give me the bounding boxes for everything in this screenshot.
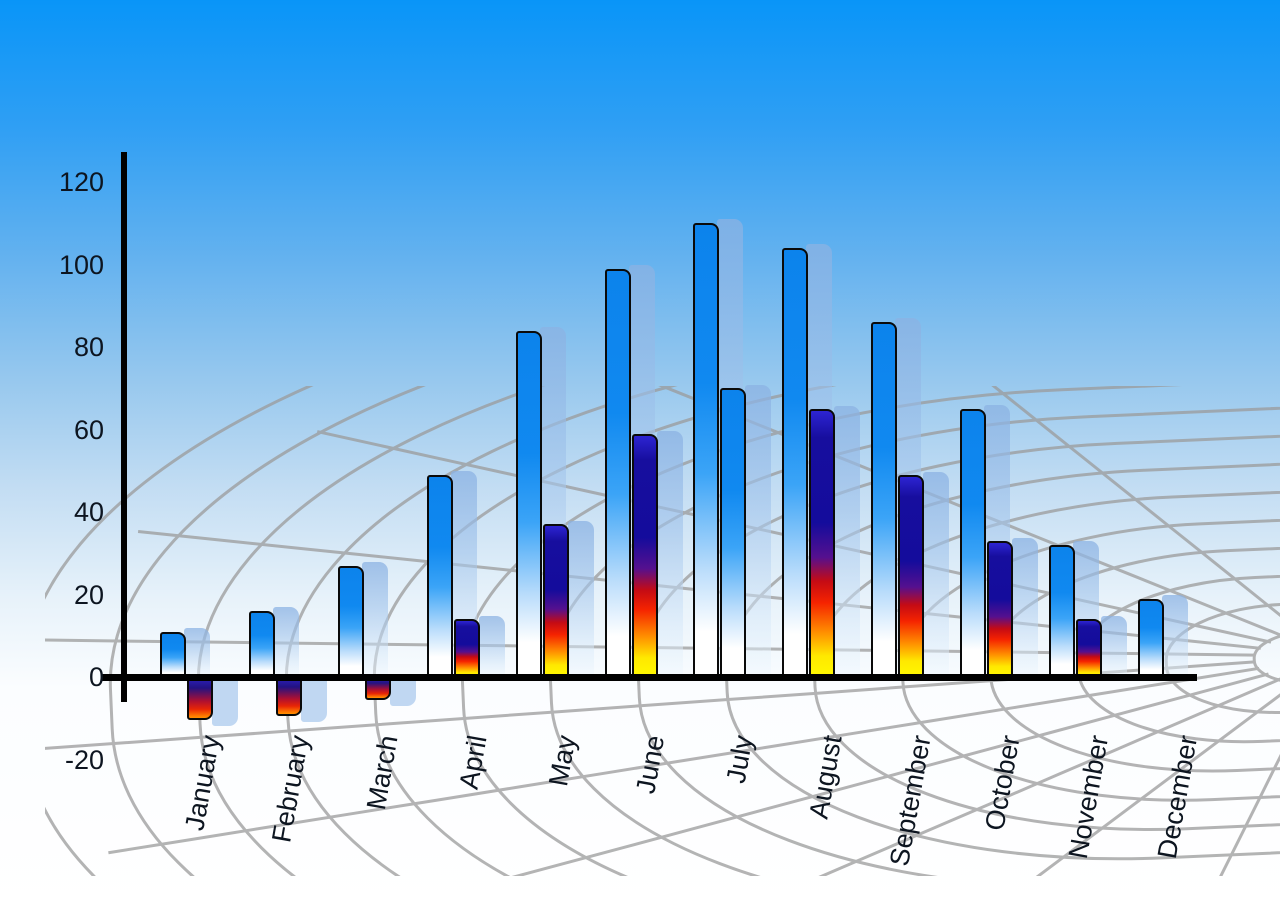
bar-august-series2 — [809, 408, 835, 679]
y-tick-label-80: 80 — [73, 332, 104, 362]
bar-shadow-october-series2 — [1012, 537, 1038, 677]
bar-february-series1 — [249, 611, 275, 679]
bar-september-series1 — [871, 322, 897, 679]
bar-june-series2 — [632, 433, 658, 679]
bar-february-series2 — [276, 676, 302, 717]
bar-january-series1 — [160, 631, 186, 679]
bar-july-series2 — [720, 388, 746, 679]
bar-may-series2 — [543, 524, 569, 679]
bar-shadow-march-series2 — [390, 681, 416, 706]
bar-november-series1 — [1049, 545, 1075, 679]
bar-shadow-may-series2 — [568, 521, 594, 677]
bar-shadow-november-series2 — [1101, 616, 1127, 677]
bar-shadow-january-series1 — [184, 627, 210, 677]
bar-june-series1 — [605, 268, 631, 679]
bar-shadow-january-series2 — [212, 681, 238, 727]
y-tick-label--20: -20 — [64, 744, 104, 775]
y-tick-label-0: 0 — [88, 662, 104, 692]
bar-shadow-august-series2 — [834, 405, 860, 677]
bar-shadow-july-series2 — [745, 385, 771, 677]
y-tick-label-100: 100 — [58, 249, 104, 280]
bar-september-series2 — [898, 474, 924, 679]
bar-april-series1 — [427, 474, 453, 679]
x-axis-line — [102, 674, 1197, 681]
y-tick-label-120: 120 — [58, 167, 104, 197]
bar-shadow-february-series1 — [273, 607, 299, 677]
bar-may-series1 — [516, 330, 542, 679]
bar-august-series1 — [782, 248, 808, 679]
y-tick-label-60: 60 — [73, 414, 104, 445]
bar-shadow-february-series2 — [301, 681, 327, 723]
bar-january-series2 — [187, 676, 213, 721]
y-tick-label-20: 20 — [73, 579, 104, 610]
bar-october-series1 — [960, 408, 986, 679]
bar-october-series2 — [987, 540, 1013, 679]
bar-march-series1 — [338, 565, 364, 679]
bar-april-series2 — [454, 619, 480, 679]
y-axis-line — [121, 152, 127, 702]
bar-july-series1 — [693, 223, 719, 679]
bar-shadow-december-series1 — [1162, 594, 1188, 677]
bar-shadow-april-series2 — [479, 616, 505, 677]
bar-shadow-june-series2 — [657, 430, 683, 677]
bar-november-series2 — [1076, 619, 1102, 679]
bar-december-series1 — [1138, 598, 1164, 679]
y-tick-label-40: 40 — [73, 497, 104, 527]
bar-shadow-march-series1 — [362, 561, 388, 677]
bar-shadow-september-series2 — [923, 471, 949, 677]
